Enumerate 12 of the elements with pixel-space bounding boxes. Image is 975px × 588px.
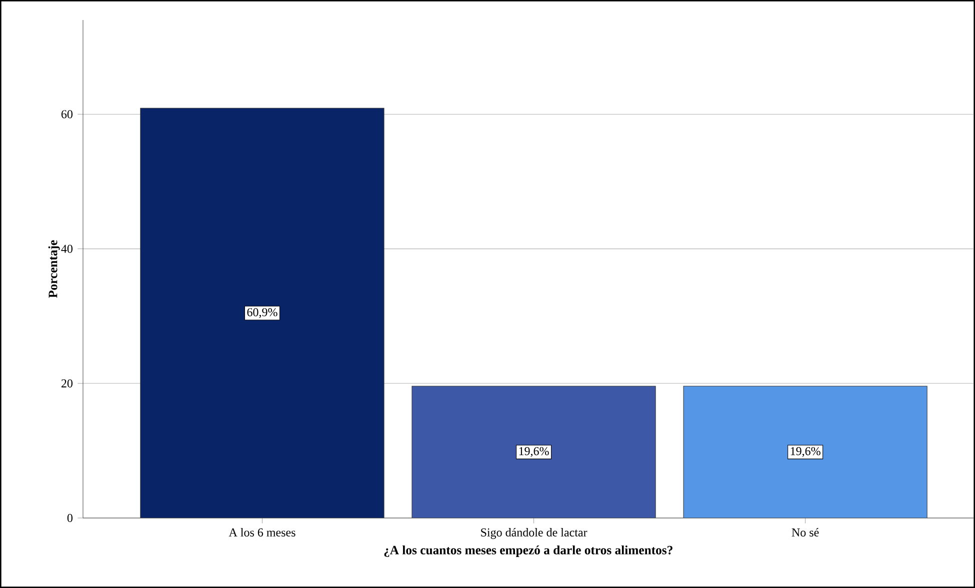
y-tick-label: 0: [67, 514, 73, 522]
data-label: 19,6%: [790, 447, 820, 457]
y-axis-title: Porcentaje: [48, 240, 60, 298]
x-tick-label: No sé: [792, 528, 819, 536]
y-tick-label: 40: [61, 244, 73, 253]
x-axis-title: ¿A los cuantos meses empezó a darle otros alimentos?: [384, 545, 672, 557]
y-tick-label: 20: [61, 379, 73, 388]
y-tick-label: 60: [61, 110, 73, 118]
data-label: 19,6%: [519, 447, 549, 457]
x-tick-label: A los 6 meses: [228, 528, 296, 536]
data-label: 60,9%: [247, 308, 278, 318]
x-tick-label: Sigo dándole de lactar: [481, 528, 588, 539]
